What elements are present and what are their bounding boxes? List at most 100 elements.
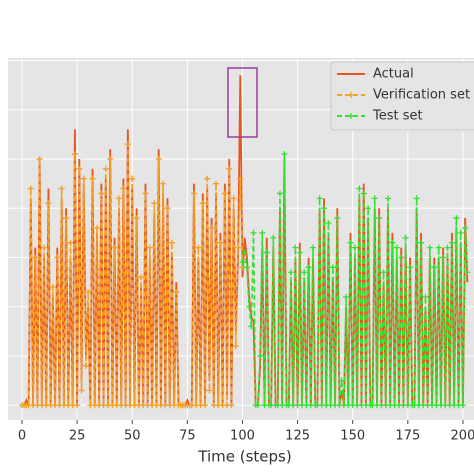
x-tick-label: 75 xyxy=(179,429,196,444)
point-marker xyxy=(316,195,323,202)
point-marker xyxy=(338,377,345,384)
point-marker xyxy=(281,151,288,158)
point-marker xyxy=(89,175,96,182)
x-tick-label: 175 xyxy=(395,429,420,444)
point-marker xyxy=(199,200,206,207)
point-marker xyxy=(365,205,372,212)
point-marker xyxy=(164,205,171,212)
point-marker xyxy=(393,244,400,251)
x-tick-label: 125 xyxy=(285,429,310,444)
point-marker xyxy=(389,239,396,246)
point-marker xyxy=(347,239,354,246)
point-marker xyxy=(160,180,167,187)
point-marker xyxy=(155,155,162,162)
x-tick-label: 100 xyxy=(230,429,255,444)
point-marker xyxy=(221,190,228,197)
point-marker xyxy=(190,190,197,197)
point-marker xyxy=(82,362,89,369)
x-axis-label: Time (steps) xyxy=(197,448,291,466)
x-tick-label: 0 xyxy=(18,429,26,444)
legend-label: Verification set xyxy=(373,88,470,103)
legend-marker xyxy=(348,113,354,119)
point-marker xyxy=(49,284,56,291)
point-marker xyxy=(133,215,140,222)
point-marker xyxy=(296,249,303,256)
point-marker xyxy=(329,264,336,271)
point-marker xyxy=(259,229,266,236)
point-marker xyxy=(206,387,213,394)
point-marker xyxy=(58,185,65,192)
point-marker xyxy=(116,195,123,202)
point-marker xyxy=(402,234,409,241)
point-marker xyxy=(418,239,425,246)
point-marker xyxy=(76,165,83,172)
point-marker xyxy=(325,219,332,226)
point-marker xyxy=(457,229,464,236)
point-marker xyxy=(230,195,237,202)
legend-marker xyxy=(348,92,354,98)
point-marker xyxy=(217,239,224,246)
point-marker xyxy=(80,175,87,182)
point-marker xyxy=(27,185,34,192)
point-marker xyxy=(287,269,294,276)
point-marker xyxy=(237,175,244,182)
point-marker xyxy=(241,249,248,256)
point-marker xyxy=(71,151,78,158)
point-marker xyxy=(93,224,100,231)
point-marker xyxy=(173,288,180,295)
point-marker xyxy=(168,239,175,246)
point-marker xyxy=(228,402,235,409)
point-marker xyxy=(146,244,153,251)
point-marker xyxy=(142,190,149,197)
point-marker xyxy=(213,180,220,187)
point-marker xyxy=(426,244,433,251)
point-marker xyxy=(232,343,239,350)
point-marker xyxy=(270,234,277,241)
point-marker xyxy=(111,244,118,251)
point-marker xyxy=(263,249,270,256)
point-marker xyxy=(32,254,39,261)
lines xyxy=(19,75,471,409)
point-marker xyxy=(343,293,350,300)
point-marker xyxy=(201,402,208,409)
point-marker xyxy=(448,239,455,246)
point-marker xyxy=(384,195,391,202)
point-marker xyxy=(422,293,429,300)
point-marker xyxy=(380,269,387,276)
legend-label: Test set xyxy=(372,109,423,124)
point-marker xyxy=(107,155,114,162)
point-marker xyxy=(371,195,378,202)
point-marker xyxy=(360,190,367,197)
point-marker xyxy=(151,200,158,207)
point-marker xyxy=(120,185,127,192)
point-marker xyxy=(74,402,81,409)
point-marker xyxy=(45,200,52,207)
point-marker xyxy=(204,175,211,182)
point-marker xyxy=(195,244,202,251)
point-marker xyxy=(334,215,341,222)
point-marker xyxy=(321,205,328,212)
point-marker xyxy=(67,239,74,246)
point-marker xyxy=(138,274,145,281)
point-marker xyxy=(250,229,257,236)
point-marker xyxy=(301,269,308,276)
point-marker xyxy=(36,155,43,162)
point-marker xyxy=(462,224,469,231)
point-marker xyxy=(376,215,383,222)
point-marker xyxy=(292,244,299,251)
point-marker xyxy=(226,165,233,172)
legend: Actual Verification set Test set xyxy=(330,61,474,131)
point-marker xyxy=(63,215,70,222)
point-marker xyxy=(453,215,460,222)
point-marker xyxy=(407,264,414,271)
legend-label: Actual xyxy=(373,67,414,82)
point-marker xyxy=(310,244,317,251)
point-marker xyxy=(459,402,466,409)
point-marker xyxy=(440,254,447,261)
x-tick-label: 50 xyxy=(124,429,141,444)
point-marker xyxy=(398,254,405,261)
point-marker xyxy=(351,244,358,251)
point-marker xyxy=(41,244,48,251)
